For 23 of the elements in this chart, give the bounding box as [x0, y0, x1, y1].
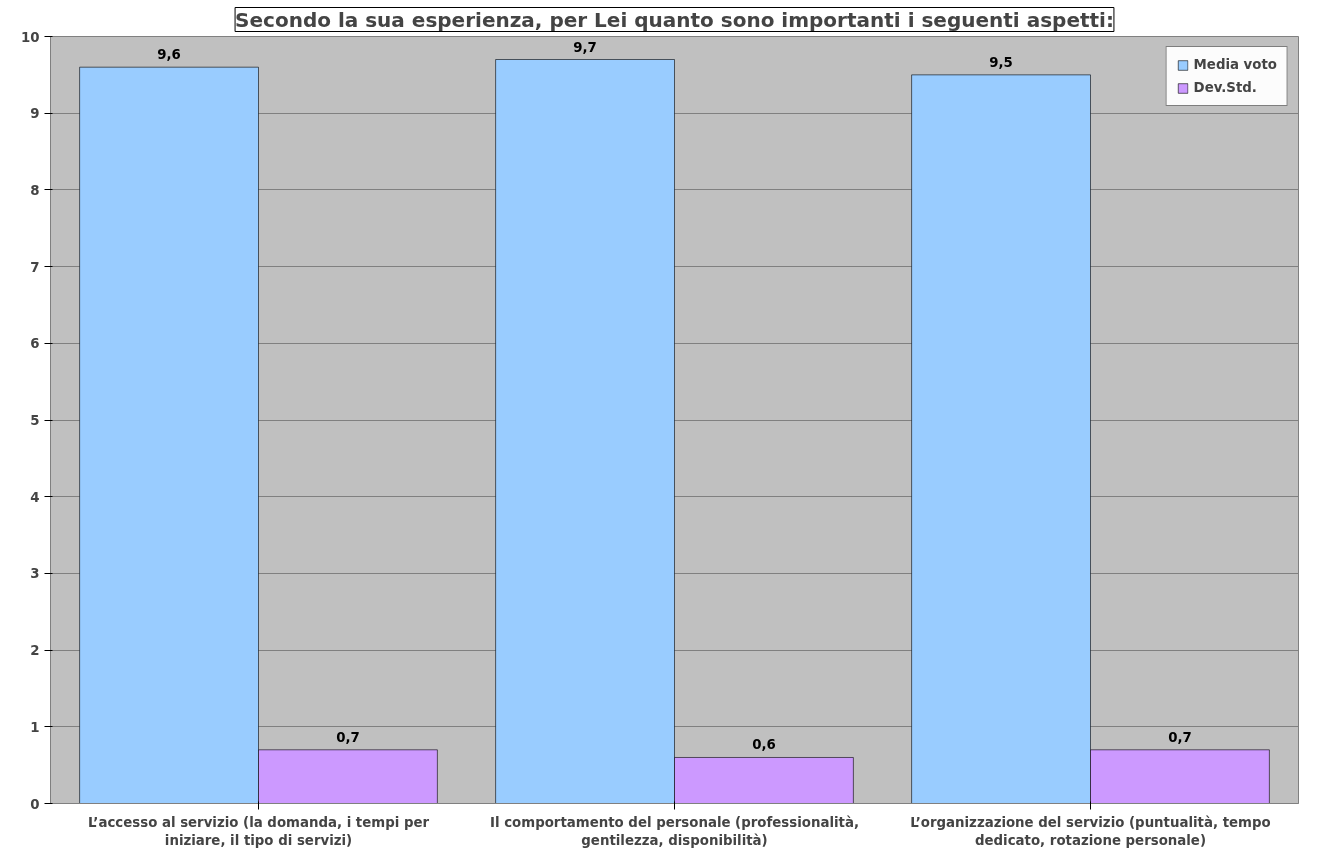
x-tick-label: L’accesso al servizio (la domanda, i tempi per iniziare, il tipo di servizi) — [87, 814, 430, 848]
y-tick-label: 0 — [30, 796, 40, 812]
y-tick-label: 8 — [30, 182, 40, 198]
y-tick-label: 6 — [30, 336, 40, 352]
legend-label: Media voto — [1193, 57, 1277, 72]
y-tick-label: 1 — [30, 719, 40, 735]
data-label: 9,7 — [573, 39, 597, 55]
y-tick-label: 2 — [30, 643, 40, 659]
legend-label: Dev.Std. — [1193, 80, 1257, 95]
y-tick-label: 3 — [30, 566, 40, 582]
y-tick-label: 7 — [30, 259, 40, 275]
x-tick-label: Il comportamento del personale (professionalità, gentilezza, disponibilità) — [490, 814, 859, 848]
data-label: 9,6 — [157, 47, 181, 63]
y-tick-label: 4 — [30, 489, 40, 505]
data-label: 9,5 — [989, 54, 1013, 70]
x-tick-label: L’organizzazione del servizio (puntualità, tempo dedicato, rotazione personale) — [910, 814, 1271, 848]
y-tick-label: 9 — [30, 106, 40, 122]
chart-title: Secondo la sua esperienza, per Lei quanto sono importanti i seguenti aspetti: — [235, 7, 1114, 32]
data-label: 0,7 — [1168, 729, 1192, 745]
data-label: 0,6 — [752, 737, 776, 753]
data-label: 0,7 — [336, 729, 360, 745]
y-tick-label: 10 — [20, 29, 40, 45]
y-tick-label: 5 — [30, 413, 40, 428]
